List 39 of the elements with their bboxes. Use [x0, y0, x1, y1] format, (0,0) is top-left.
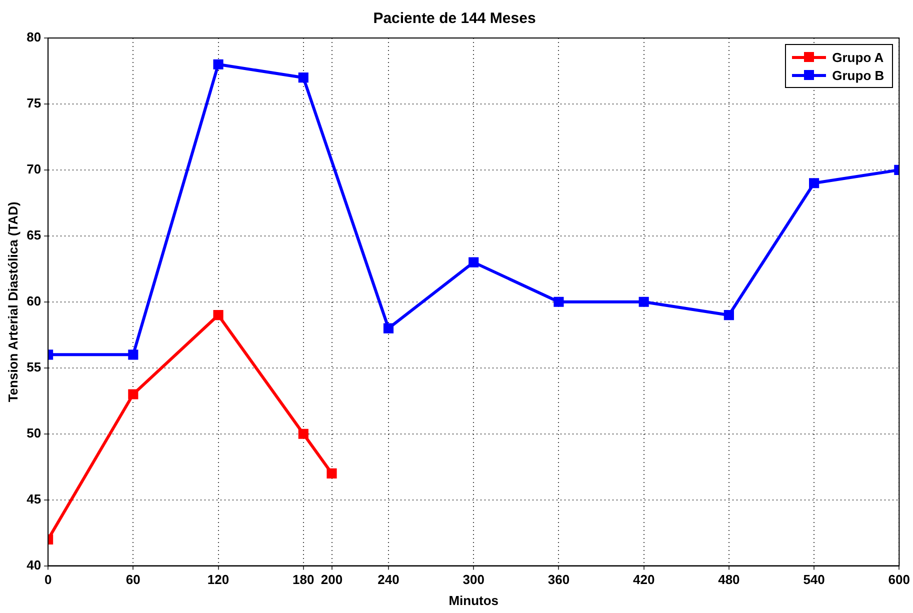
y-tick-label: 50 [26, 425, 42, 440]
x-tick-label: 420 [632, 572, 655, 588]
y-tick-label: 70 [26, 162, 42, 177]
x-tick-label: 60 [126, 572, 140, 588]
y-tick-label: 60 [26, 293, 42, 308]
point [326, 468, 337, 478]
y-tick-label: 55 [26, 359, 42, 374]
x-tick-label: 0 [44, 572, 52, 588]
point [213, 310, 224, 320]
y-tick-label: 40 [26, 557, 42, 572]
point [213, 59, 224, 70]
x-axis-title: Minutos [448, 592, 499, 608]
x-tick-label: 540 [803, 572, 825, 588]
y-axis-title: Tension Arterial Diastólica (TAD) [5, 202, 20, 402]
point [298, 428, 308, 439]
x-tick-label: 240 [378, 572, 400, 588]
x-tick-label: 480 [718, 572, 740, 588]
x-tick-label: 180 [292, 572, 314, 588]
point [128, 389, 138, 400]
point [724, 310, 734, 320]
legend-label: Grupo B [832, 68, 884, 82]
point [554, 296, 564, 307]
legend-label: Grupo A [832, 50, 884, 64]
point [809, 178, 820, 188]
point [128, 350, 138, 360]
y-tick-label: 80 [26, 30, 42, 45]
y-tick-label: 75 [26, 96, 42, 111]
chart-title: Paciente de 144 Meses [373, 10, 536, 28]
y-tick-label: 45 [26, 491, 42, 506]
y-tick-label: 65 [26, 228, 42, 243]
x-tick-label: 360 [548, 572, 570, 588]
point [638, 296, 649, 307]
x-tick-label: 600 [888, 572, 910, 588]
x-tick-label: 120 [207, 572, 230, 588]
point [383, 323, 394, 334]
point [468, 257, 479, 268]
point [298, 72, 308, 83]
x-tick-label: 300 [462, 572, 484, 588]
x-tick-label: 200 [320, 572, 343, 588]
